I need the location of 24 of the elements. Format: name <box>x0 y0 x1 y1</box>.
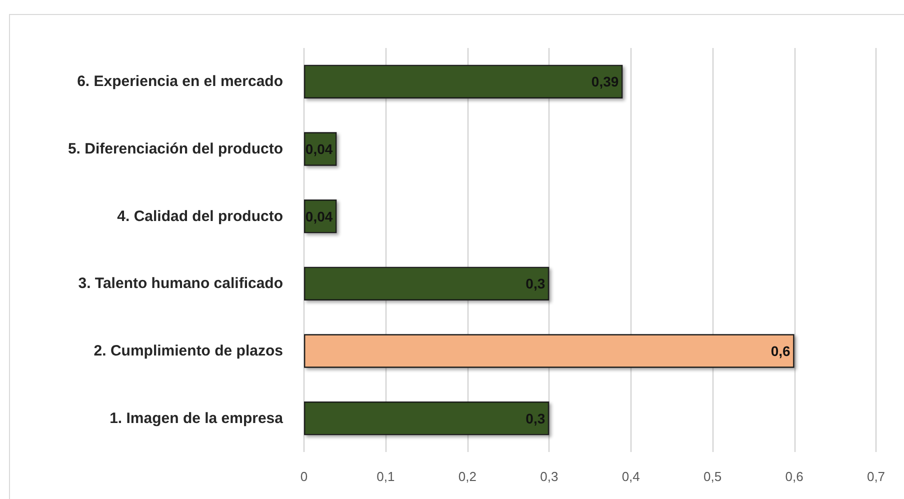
y-tick-label: 6. Experiencia en el mercado <box>77 73 283 90</box>
bar <box>304 64 623 98</box>
data-label: 0,6 <box>770 343 790 359</box>
x-tick-label: 0 <box>300 469 308 484</box>
data-label: 0,04 <box>305 141 333 157</box>
x-tick-label: 0,3 <box>540 469 558 484</box>
y-tick-label: 2. Cumplimiento de plazos <box>94 342 283 360</box>
y-tick-label: 1. Imagen de la empresa <box>110 410 284 427</box>
x-tick-label: 0,2 <box>458 469 476 484</box>
data-label: 0,3 <box>526 276 546 292</box>
x-tick-label: 0,7 <box>866 469 886 484</box>
bar <box>304 334 794 368</box>
data-label: 0,3 <box>526 410 546 426</box>
y-tick-label: 3. Talento humano calificado <box>78 275 283 292</box>
data-label: 0,04 <box>305 208 333 224</box>
x-tick-label: 0,1 <box>376 469 395 484</box>
x-tick-label: 0,5 <box>704 469 722 484</box>
y-tick-label: 4. Calidad del producto <box>117 208 283 225</box>
data-label: 0,39 <box>591 74 619 90</box>
y-tick-label: 5. Diferenciación del producto <box>68 140 283 158</box>
x-tick-label: 0,4 <box>622 469 640 484</box>
x-tick-label: 0,6 <box>785 469 804 484</box>
bar <box>304 402 550 436</box>
bar <box>304 266 550 300</box>
